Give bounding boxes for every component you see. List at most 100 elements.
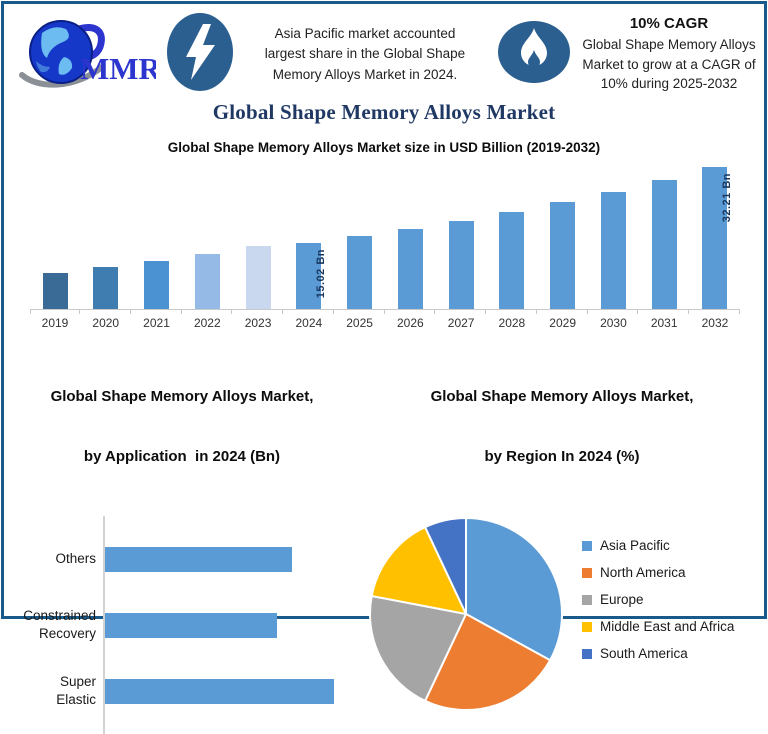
application-bar-others [105,546,292,572]
bar-slot-2025 [335,159,385,309]
market-size-ticks [30,310,740,314]
mmr-logo: MMR [14,15,162,95]
bar-slot-2031 [639,159,689,309]
bar-value-label-2032: 32.21 Bn [720,173,733,223]
app-axis-pad-cell [103,724,350,734]
legend-marker [582,621,592,632]
region-body: Asia Pacific North America Europe Middle Ea… [360,514,764,719]
bar-slot-2030 [588,159,638,309]
axis-tick [335,310,385,314]
application-bar-constrained-recovery [105,612,277,638]
cagr-title: 10% CAGR [629,15,709,33]
bar-2028 [499,212,525,309]
region-pie [369,517,564,711]
axis-tick [487,310,537,314]
application-category-label: Super Elastic [56,674,96,707]
cagr-line: 10% during 2025-2032 [600,76,738,92]
bar-2022 [194,254,220,309]
application-bar-cell [103,592,350,658]
x-axis-label-2028: 2028 [498,316,526,330]
highlight-line: Asia Pacific market accounted [274,26,456,42]
region-chart-title: Global Shape Memory Alloys Market, by Re… [360,346,764,508]
application-row: Others [8,526,350,592]
legend-marker [582,540,592,551]
application-chart: Global Shape Memory Alloys Market, by Ap… [4,346,360,734]
bar-slot-2028 [487,159,537,309]
x-axis-label-2032: 2032 [701,316,729,330]
bar-2020 [93,267,119,309]
bar-2019 [42,273,68,309]
x-axis-label-2031: 2031 [650,316,678,330]
x-axis-label-2026: 2026 [397,316,424,330]
application-row: Super Elastic [8,658,350,724]
legend-marker [582,567,592,578]
bar-slot-2026 [385,159,435,309]
bar-slot-2019 [30,159,80,309]
application-category-label: Constrained Recovery [23,608,96,641]
bar-2023 [245,246,271,309]
legend-item-south-america: South America [582,646,734,661]
x-axis-label-2030: 2030 [600,316,627,330]
bar-slot-2020 [81,159,131,309]
axis-tick [436,310,487,314]
flame-icon [498,21,570,83]
bar-slot-2024: 15.02 Bn [284,159,334,309]
bar-2026 [397,229,423,309]
legend-label: Middle East and Africa [600,619,735,634]
cagr-line: Global Shape Memory Alloys [582,37,756,53]
bar-slot-2032: 32.21 Bn [690,159,740,309]
application-bar-cell [103,658,350,724]
region-chart: Global Shape Memory Alloys Market, by Re… [360,346,764,734]
globe-icon: MMR [19,19,162,88]
x-axis-label-2025: 2025 [346,316,373,330]
logo-text: MMR [80,51,156,86]
market-size-chart-title: Global Shape Memory Alloys Market size i… [167,140,601,155]
legend-label: South America [600,646,688,661]
x-axis-label-2027: 2027 [447,316,475,330]
region-title-line: Global Shape Memory Alloys Market, [430,387,694,405]
bottom-charts: Global Shape Memory Alloys Market, by Ap… [4,346,764,734]
pie-slice-south-america [424,517,467,615]
x-axis-label-2024: 2024 [295,316,323,330]
pie-slice-middle-east-and-africa [370,526,467,615]
bar-2025 [347,236,373,309]
bar-2021 [144,261,170,309]
region-title-line: by Region In 2024 (%) [484,448,640,466]
x-axis-label-2022: 2022 [193,316,221,330]
bar-slot-2021 [132,159,182,309]
axis-tick [182,310,233,314]
cagr-line: Market to grow at a CAGR of [582,56,756,72]
app-axis-pad [8,724,350,734]
legend-marker [582,594,592,605]
legend-item-asia-pacific: Asia Pacific [582,538,734,553]
bar-2030 [600,192,626,309]
application-category-label: Others [55,551,96,567]
bar-2032: 32.21 Bn [702,167,733,309]
app-axis-pad-cell [103,516,350,526]
bar-slot-2027 [436,159,486,309]
market-size-bars: 15.02 Bn 32.21 Bn [30,159,740,310]
axis-tick [385,310,436,314]
legend-item-north-america: North America [582,565,734,580]
application-bar-super-elastic [105,678,334,704]
legend-label: Europe [600,592,644,607]
bar-slot-2029 [538,159,588,309]
application-title-line: Global Shape Memory Alloys Market, [50,387,314,405]
flame-badge [496,19,572,90]
bar-slot-2022 [182,159,232,309]
legend-marker [582,648,592,659]
axis-tick [30,310,80,314]
x-axis-label-2019: 2019 [41,316,69,330]
region-pie-box [366,514,572,719]
axis-tick [233,310,284,314]
region-legend: Asia Pacific North America Europe Middle Ea… [582,538,734,673]
market-size-chart: 15.02 Bn 32.21 Bn 2019 2020 2021 2022 2023 202… [30,159,740,330]
application-row: Constrained Recovery [8,592,350,658]
axis-tick [81,310,131,314]
bar-2024: 15.02 Bn [296,243,327,309]
application-chart-title: Global Shape Memory Alloys Market, by Ap… [4,346,360,508]
highlight-line: Memory Alloys Market in 2024. [272,66,458,82]
axis-tick [538,310,588,314]
highlight-line: largest share in the Global Shape [264,46,466,62]
